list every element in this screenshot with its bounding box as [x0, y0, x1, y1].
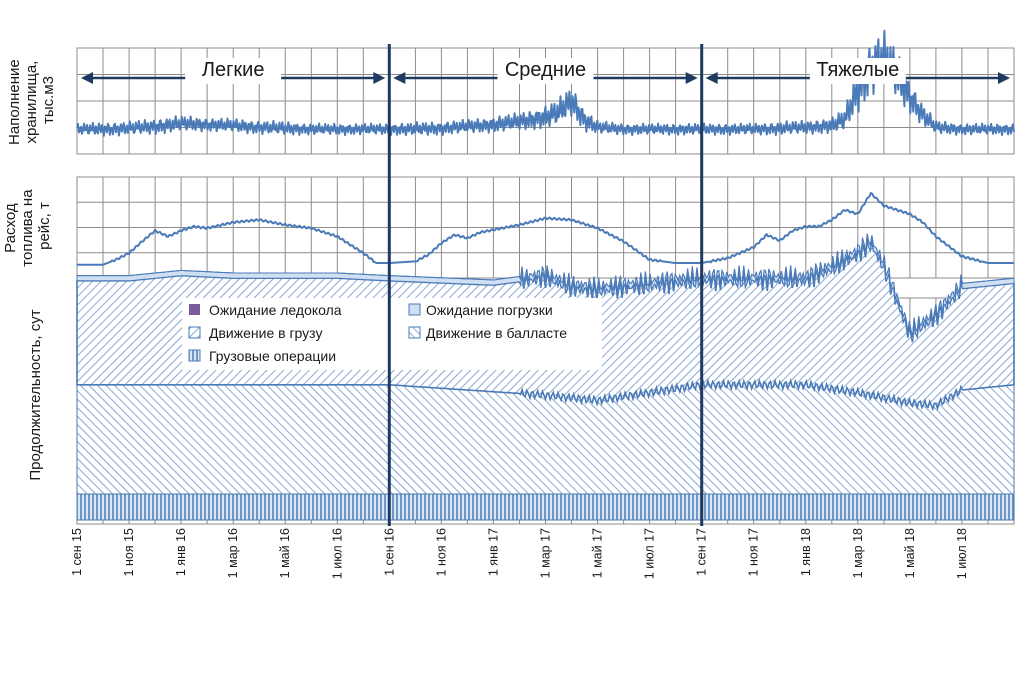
storage-series-line: [76, 29, 1015, 137]
fuel-ylabel-line-2: топлива на: [19, 189, 36, 267]
x-axis-ticks: 1 сен 15 1 ноя 15 1 янв 16 1 мар 16 1 май 16…: [70, 528, 969, 579]
x-tick-label: 1 ноя 16: [434, 528, 448, 576]
season-label: Средние: [505, 59, 586, 81]
x-tick-label: 1 июл 16: [330, 528, 344, 579]
x-tick-label: 1 май 16: [278, 528, 292, 578]
x-tick-label: 1 мар 17: [539, 528, 553, 578]
legend-swatch-loading-wait: [408, 303, 421, 316]
season-label: Легкие: [202, 59, 265, 81]
season-arrow-left-head: [705, 72, 718, 84]
legend-background: [182, 298, 602, 370]
x-tick-label: 1 мар 18: [851, 528, 865, 578]
season-annotations: Легкие Средние Тяжелые: [81, 44, 1010, 526]
fuel-series-group: [77, 192, 1014, 266]
x-tick-label: 1 янв 18: [799, 528, 813, 576]
season-arrow-right-head: [998, 72, 1010, 84]
fuel-ylabel: Расход топлива на рейс, т: [2, 185, 53, 266]
storage-ylabel-line-2: хранилища,: [23, 61, 40, 144]
season-arrow-right-head: [373, 72, 386, 84]
season-label-background: [497, 58, 594, 84]
legend-swatch-ballast: [408, 326, 421, 339]
storage-ylabel-line-3: тыс.м3: [40, 76, 57, 124]
x-tick-label: 1 янв 16: [174, 528, 188, 576]
x-tick-label: 1 июл 18: [955, 528, 969, 579]
season-label: Тяжелые: [816, 59, 899, 81]
x-tick-label: 1 мар 16: [226, 528, 240, 578]
x-tick-label: 1 сен 15: [70, 528, 84, 576]
panel-fuel: Расход топлива на рейс, т: [2, 176, 1015, 279]
x-tick-label: 1 сен 17: [695, 528, 709, 576]
x-tick-label: 1 май 17: [591, 528, 605, 578]
x-tick-label: 1 июл 17: [643, 528, 657, 579]
fuel-ylabel-line-1: Расход: [2, 203, 19, 253]
storage-ylabel: Наполнение хранилища, тыс.м3: [6, 55, 57, 145]
legend-label-loading-wait: Ожидание погрузки: [426, 302, 553, 318]
storage-ylabel-line-1: Наполнение: [6, 59, 23, 145]
fuel-series-line: [77, 192, 1014, 266]
legend-label-laden: Движение в грузу: [209, 325, 322, 341]
panel-duration: Продолжительность, сут Ожидание ледокола…: [27, 233, 1015, 525]
duration-area-cargo-ops: [76, 493, 1015, 521]
fuel-ylabel-line-3: рейс, т: [36, 202, 53, 250]
season-label-background: [809, 58, 906, 84]
x-tick-label: 1 сен 16: [382, 528, 396, 576]
legend-label-cargo-ops: Грузовые операции: [209, 348, 336, 364]
legend-swatch-laden: [188, 326, 201, 339]
legend-label-ballast: Движение в балласте: [426, 325, 567, 341]
season-label-background: [185, 58, 282, 84]
legend-swatch-icebreaker-wait: [189, 304, 200, 315]
storage-series-group: [76, 29, 1015, 137]
season-arrow-left-head: [81, 72, 93, 84]
duration-legend: Ожидание ледокола Ожидание погрузки Движ…: [182, 298, 602, 370]
storage-frame: [76, 47, 1015, 155]
x-tick-label: 1 май 18: [903, 528, 917, 578]
season-arrow-left-head: [393, 72, 406, 84]
x-tick-label: 1 янв 17: [486, 528, 500, 576]
season-arrow-right-head: [685, 72, 698, 84]
duration-ylabel: Продолжительность, сут: [27, 309, 44, 480]
legend-label-icebreaker-wait: Ожидание ледокола: [209, 302, 342, 318]
x-tick-label: 1 ноя 15: [122, 528, 136, 576]
legend-swatch-cargo-ops: [188, 349, 201, 362]
x-tick-label: 1 ноя 17: [747, 528, 761, 576]
panel-storage: Наполнение хранилища, тыс.м3: [6, 29, 1015, 155]
